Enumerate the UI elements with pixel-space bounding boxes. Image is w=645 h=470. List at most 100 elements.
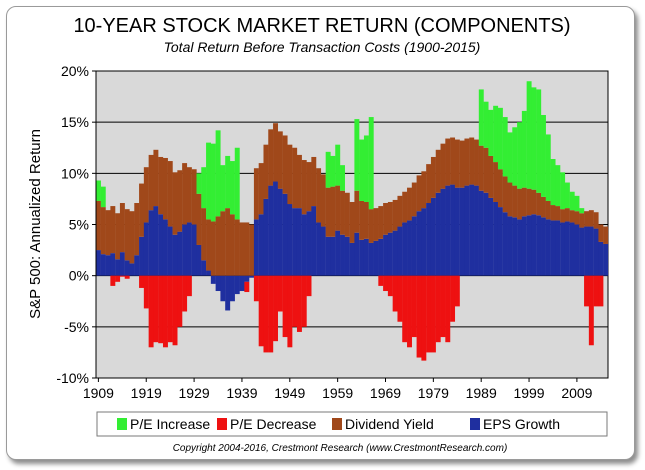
bar-dividend-yield-1974 xyxy=(407,187,412,221)
legend-label: Dividend Yield xyxy=(345,416,434,432)
y-axis-label: S&P 500: Annualized Return xyxy=(27,129,44,319)
bar-p-e-decrease-2014 xyxy=(598,275,604,307)
bar-dividend-yield-1988 xyxy=(474,139,479,186)
bar-dividend-yield-1990 xyxy=(483,147,489,193)
bar-eps-growth-1940 xyxy=(244,275,250,282)
bar-dividend-yield-1916 xyxy=(129,211,135,264)
bar-dividend-yield-1928 xyxy=(186,167,192,223)
bar-eps-growth-1963 xyxy=(354,232,360,276)
x-tick-label: 1909 xyxy=(83,385,114,401)
bar-eps-growth-1921 xyxy=(153,206,159,276)
bar-dividend-yield-2006 xyxy=(560,209,566,223)
x-tick-label: 1929 xyxy=(179,385,210,401)
bar-dividend-yield-1977 xyxy=(421,171,427,209)
bar-p-e-increase-1938 xyxy=(234,147,240,220)
bar-p-e-increase-1991 xyxy=(488,109,494,156)
bar-eps-growth-1973 xyxy=(402,222,408,276)
bar-eps-growth-1961 xyxy=(344,236,350,276)
bar-p-e-increase-1996 xyxy=(512,127,518,186)
bar-dividend-yield-1954 xyxy=(311,156,317,207)
bar-dividend-yield-1912 xyxy=(110,206,116,254)
bar-dividend-yield-1947 xyxy=(277,131,283,189)
bar-p-e-decrease-1925 xyxy=(172,275,178,346)
bar-eps-growth-1975 xyxy=(411,216,417,276)
bar-eps-growth-2001 xyxy=(536,215,542,276)
bar-p-e-increase-2007 xyxy=(564,182,570,209)
bar-dividend-yield-1952 xyxy=(301,160,307,215)
bar-p-e-increase-2008 xyxy=(569,191,575,211)
bar-p-e-increase-1990 xyxy=(483,101,489,148)
bar-dividend-yield-1932 xyxy=(206,219,211,271)
x-tick-label: 2009 xyxy=(561,385,592,401)
bar-p-e-decrease-1946 xyxy=(273,275,278,342)
bar-dividend-yield-1982 xyxy=(445,138,451,186)
bar-eps-growth-1979 xyxy=(430,197,436,276)
bar-p-e-decrease-1968 xyxy=(378,275,384,286)
bar-dividend-yield-1925 xyxy=(172,172,178,235)
bar-eps-growth-2002 xyxy=(541,217,546,276)
bar-eps-growth-2000 xyxy=(531,214,537,276)
bar-eps-growth-1919 xyxy=(143,222,149,276)
bar-p-e-increase-2002 xyxy=(541,115,546,197)
y-tick-label: 20% xyxy=(61,63,89,79)
bar-dividend-yield-1945 xyxy=(268,129,274,186)
bar-p-e-decrease-1951 xyxy=(296,275,302,332)
bar-p-e-decrease-1921 xyxy=(153,275,159,343)
bar-p-e-increase-1931 xyxy=(201,167,207,209)
bar-eps-growth-1920 xyxy=(148,210,154,276)
bar-eps-growth-2008 xyxy=(569,222,575,276)
bar-p-e-decrease-1912 xyxy=(110,275,116,286)
bar-eps-growth-1964 xyxy=(359,239,365,276)
bar-p-e-increase-2009 xyxy=(574,195,580,212)
legend-label: P/E Decrease xyxy=(230,416,317,432)
bar-eps-growth-1952 xyxy=(301,214,307,276)
bar-dividend-yield-1976 xyxy=(416,175,422,212)
bar-eps-growth-1984 xyxy=(454,187,460,276)
bar-eps-growth-1941 xyxy=(249,275,255,278)
bar-eps-growth-1955 xyxy=(316,222,322,276)
bar-eps-growth-1999 xyxy=(526,215,532,276)
bar-dividend-yield-1948 xyxy=(282,135,288,194)
bar-dividend-yield-2003 xyxy=(545,200,551,220)
bar-eps-growth-1993 xyxy=(497,207,503,276)
bar-eps-growth-1982 xyxy=(445,185,451,276)
bar-p-e-increase-1910 xyxy=(100,186,106,208)
bar-eps-growth-2003 xyxy=(545,219,551,276)
y-tick-label: -10% xyxy=(56,370,89,386)
bar-dividend-yield-1968 xyxy=(378,206,384,239)
bar-eps-growth-1980 xyxy=(435,192,441,276)
bar-dividend-yield-1996 xyxy=(512,185,518,218)
bar-dividend-yield-1924 xyxy=(167,161,173,227)
bar-eps-growth-1992 xyxy=(493,201,499,276)
bar-p-e-decrease-1981 xyxy=(440,275,446,338)
bar-dividend-yield-1999 xyxy=(526,188,532,216)
legend-label: EPS Growth xyxy=(483,416,560,432)
bar-eps-growth-1981 xyxy=(440,188,446,276)
bar-p-e-increase-1966 xyxy=(368,117,374,210)
bar-dividend-yield-1944 xyxy=(263,144,269,199)
bar-eps-growth-1957 xyxy=(325,236,331,276)
bar-p-e-decrease-2013 xyxy=(593,275,599,307)
bar-p-e-decrease-1919 xyxy=(143,275,149,309)
bar-dividend-yield-1980 xyxy=(435,149,441,193)
bar-eps-growth-2009 xyxy=(574,224,580,276)
bar-eps-growth-1967 xyxy=(373,240,379,276)
bar-dividend-yield-1929 xyxy=(191,169,197,225)
x-tick-label: 1919 xyxy=(131,385,162,401)
bar-p-e-decrease-1976 xyxy=(416,275,422,358)
bar-eps-growth-1923 xyxy=(162,219,168,276)
chart-title: 10-YEAR STOCK MARKET RETURN (COMPONENTS) xyxy=(73,15,570,37)
bar-eps-growth-2005 xyxy=(555,220,561,276)
bar-eps-growth-1970 xyxy=(387,232,393,276)
bar-dividend-yield-1933 xyxy=(210,221,216,276)
bar-dividend-yield-1943 xyxy=(258,163,264,215)
bar-dividend-yield-1997 xyxy=(517,188,523,220)
bar-dividend-yield-1975 xyxy=(411,182,417,217)
copyright-text: Copyright 2004-2016, Crestmont Research … xyxy=(173,443,508,454)
bar-p-e-decrease-1974 xyxy=(407,275,412,348)
bar-p-e-decrease-2012 xyxy=(588,275,594,346)
bar-eps-growth-1927 xyxy=(182,224,188,276)
bar-eps-growth-2010 xyxy=(579,227,585,276)
bar-eps-growth-1918 xyxy=(139,236,145,276)
bar-eps-growth-1996 xyxy=(512,217,518,276)
